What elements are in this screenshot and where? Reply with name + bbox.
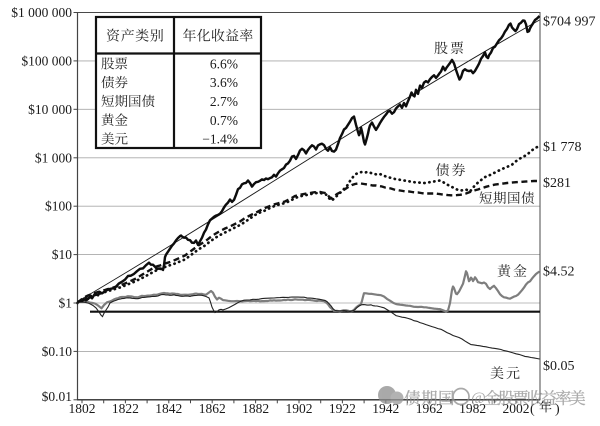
svg-text:$100 000: $100 000 — [21, 54, 72, 69]
svg-text:1902: 1902 — [286, 401, 313, 416]
svg-text:1882: 1882 — [242, 401, 269, 416]
svg-text:$4.52: $4.52 — [543, 265, 575, 280]
svg-text:1922: 1922 — [329, 401, 356, 416]
svg-text:1802: 1802 — [69, 401, 96, 416]
svg-text:$0.01: $0.01 — [42, 389, 72, 404]
svg-text:1982: 1982 — [459, 401, 486, 416]
svg-text:$100: $100 — [45, 199, 72, 214]
svg-text:2.7%: 2.7% — [210, 94, 238, 109]
svg-text:1822: 1822 — [112, 401, 139, 416]
svg-text:3.6%: 3.6% — [210, 75, 238, 90]
svg-text:$10: $10 — [52, 247, 73, 262]
svg-text:$1 778: $1 778 — [543, 140, 582, 155]
svg-text:$1 000: $1 000 — [35, 150, 72, 165]
svg-text:$281: $281 — [543, 176, 571, 191]
svg-text:6.6%: 6.6% — [210, 56, 238, 71]
svg-text:2002: 2002 — [503, 401, 530, 416]
svg-text:1842: 1842 — [155, 401, 182, 416]
svg-text:$704 997: $704 997 — [543, 15, 596, 30]
svg-text:0.7%: 0.7% — [210, 113, 238, 128]
svg-text:$1 000 000: $1 000 000 — [11, 5, 72, 20]
svg-text:−1.4%: −1.4% — [202, 132, 238, 147]
svg-text:@: @ — [471, 390, 486, 407]
svg-text:$10 000: $10 000 — [28, 102, 72, 117]
svg-text:(: ( — [530, 402, 535, 417]
svg-text:1942: 1942 — [372, 401, 399, 416]
svg-text:$0.10: $0.10 — [42, 344, 73, 359]
svg-text:$1: $1 — [59, 296, 73, 311]
svg-text:$0.05: $0.05 — [543, 359, 575, 374]
svg-text:): ) — [555, 402, 560, 417]
svg-text:1862: 1862 — [199, 401, 226, 416]
